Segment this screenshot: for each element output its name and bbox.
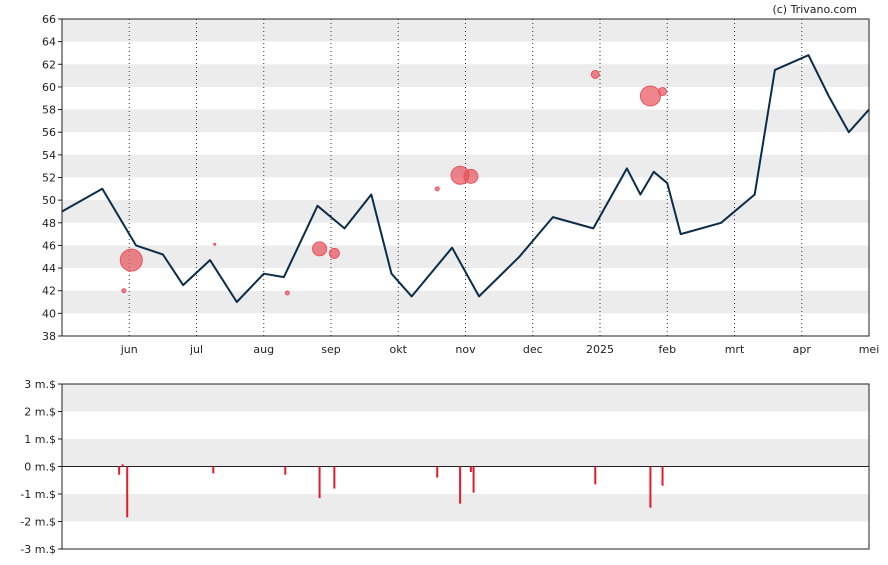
- volume-bar: [472, 466, 475, 493]
- y-tick-label: 50: [42, 194, 56, 207]
- x-tick-label: aug: [253, 343, 274, 356]
- volume-grid-bands: [62, 384, 869, 522]
- x-tick-label: jul: [189, 343, 203, 356]
- x-axis-months: jun jul aug sep okt nov dec 2025 feb mrt apr mei: [120, 343, 880, 356]
- volume-bar: [333, 466, 336, 489]
- volume-bar: [649, 466, 652, 508]
- volume-bar: [212, 466, 215, 474]
- trade-marker: [121, 288, 127, 294]
- volume-tick-label: -3 m.$: [20, 543, 56, 556]
- trade-marker: [284, 290, 290, 296]
- volume-band: [62, 439, 869, 467]
- volume-tick-label: -1 m.$: [20, 488, 56, 501]
- chart-credit: (c) Trivano.com: [772, 3, 857, 16]
- y-tick-label: 42: [42, 285, 56, 298]
- volume-bar: [118, 466, 121, 475]
- x-tick-label: 2025: [586, 343, 614, 356]
- y-tick-label: 66: [42, 13, 56, 26]
- volume-band: [62, 494, 869, 522]
- x-tick-label: apr: [793, 343, 812, 356]
- trade-marker: [434, 186, 440, 192]
- x-tick-label: mei: [859, 343, 880, 356]
- volume-tick-label: 1 m.$: [24, 433, 56, 446]
- y-tick-label: 56: [42, 126, 56, 139]
- volume-bar: [284, 466, 287, 475]
- trade-marker: [119, 248, 143, 272]
- price-markers: [119, 69, 668, 296]
- volume-bars: [118, 464, 664, 518]
- y-tick-label: 64: [42, 36, 56, 49]
- volume-y-axis: 3 m.$ 2 m.$ 1 m.$ 0 m.$ -1 m.$ -2 m.$ -3 m.$: [20, 378, 62, 556]
- volume-bar: [318, 466, 321, 499]
- x-tick-label: mrt: [725, 343, 745, 356]
- x-tick-label: jun: [120, 343, 138, 356]
- x-tick-label: nov: [455, 343, 476, 356]
- y-tick-label: 62: [42, 58, 56, 71]
- trade-marker: [463, 168, 479, 184]
- trade-marker: [658, 86, 668, 96]
- volume-tick-label: 0 m.$: [24, 461, 56, 474]
- y-tick-label: 60: [42, 81, 56, 94]
- trade-marker: [639, 85, 661, 107]
- volume-bar: [594, 466, 597, 485]
- x-tick-label: feb: [658, 343, 676, 356]
- price-line: [61, 54, 870, 303]
- price-band: [62, 19, 869, 42]
- trade-marker: [590, 69, 600, 79]
- x-tick-label: sep: [321, 343, 340, 356]
- price-band: [62, 109, 869, 133]
- trade-marker: [328, 247, 340, 259]
- volume-band: [62, 384, 869, 412]
- y-tick-label: 58: [42, 104, 56, 117]
- x-tick-label: dec: [523, 343, 543, 356]
- price-frame: [61, 18, 870, 337]
- price-band: [62, 290, 869, 314]
- volume-panel: 3 m.$ 2 m.$ 1 m.$ 0 m.$ -1 m.$ -2 m.$ -3 m.$: [20, 378, 870, 556]
- volume-tick-label: 3 m.$: [24, 378, 56, 391]
- y-tick-label: 48: [42, 217, 56, 230]
- x-tick-label: okt: [390, 343, 408, 356]
- volume-bar: [469, 466, 472, 472]
- y-tick-label: 46: [42, 239, 56, 252]
- trade-marker: [213, 242, 217, 246]
- y-tick-label: 52: [42, 172, 56, 185]
- price-panel: 38 40 42 44 46 48 50 52 54 56 58 60 62 64 66 jun jul aug…: [42, 13, 879, 356]
- month-grid-lines: [128, 19, 803, 336]
- volume-bar: [661, 466, 664, 486]
- y-tick-label: 44: [42, 262, 56, 275]
- y-tick-label: 40: [42, 307, 56, 320]
- volume-frame: [61, 383, 870, 550]
- price-band: [62, 245, 869, 269]
- y-tick-label: 54: [42, 149, 56, 162]
- volume-bar: [459, 466, 462, 504]
- volume-tick-label: 2 m.$: [24, 406, 56, 419]
- volume-bar: [436, 466, 439, 478]
- volume-tick-label: -2 m.$: [20, 516, 56, 529]
- volume-bar: [126, 466, 129, 518]
- volume-bar: [121, 464, 124, 467]
- price-y-axis: 38 40 42 44 46 48 50 52 54 56 58 60 62 64 66: [42, 13, 62, 343]
- y-tick-label: 38: [42, 330, 56, 343]
- trade-marker: [312, 241, 328, 257]
